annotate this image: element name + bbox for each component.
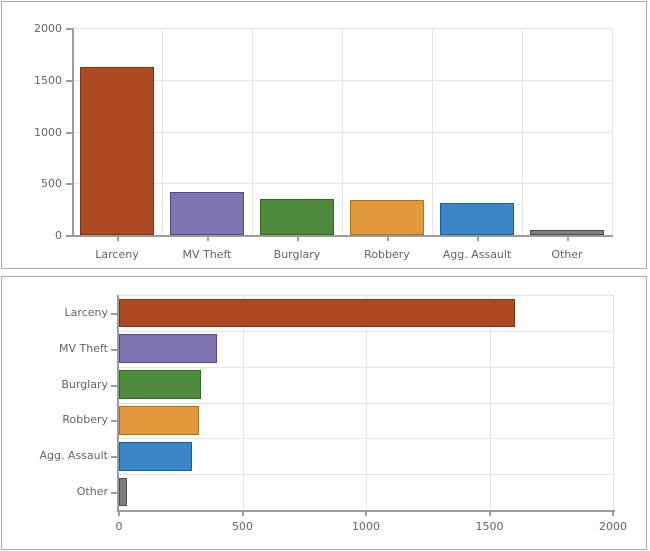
category-label-robbery: Robbery bbox=[364, 248, 410, 261]
x-axis-tick-label: 2000 bbox=[599, 520, 627, 533]
x-axis-line bbox=[72, 235, 613, 237]
y-axis-tick bbox=[111, 456, 117, 459]
x-axis-tick bbox=[488, 512, 491, 516]
bar-larceny[interactable] bbox=[119, 298, 515, 328]
x-axis-tick bbox=[387, 237, 389, 241]
y-axis-tick-label: 1000 bbox=[34, 125, 62, 139]
x-axis-tick-label: 500 bbox=[232, 520, 253, 533]
y-axis-tick bbox=[111, 348, 117, 351]
value-gridline bbox=[366, 295, 367, 510]
value-gridline bbox=[613, 295, 614, 510]
bar-mv-theft[interactable] bbox=[119, 334, 218, 364]
category-gridline bbox=[522, 28, 523, 235]
y-axis-tick bbox=[66, 183, 72, 186]
category-label-mv-theft: MV Theft bbox=[182, 248, 232, 261]
category-gridline bbox=[432, 28, 433, 235]
category-label-other: Other bbox=[551, 248, 583, 261]
category-label-mv-theft: MV Theft bbox=[59, 341, 108, 355]
y-axis-tick-label: 500 bbox=[41, 177, 62, 191]
category-gridline bbox=[162, 28, 163, 235]
category-gridline bbox=[252, 28, 253, 235]
y-axis-tick bbox=[66, 79, 72, 82]
category-gridline bbox=[612, 28, 613, 235]
bar-robbery[interactable] bbox=[350, 199, 424, 235]
bar-mv-theft[interactable] bbox=[170, 192, 244, 235]
x-axis-tick bbox=[477, 237, 479, 241]
bar-other[interactable] bbox=[119, 477, 127, 507]
bar-robbery[interactable] bbox=[119, 406, 199, 435]
x-axis-tick bbox=[567, 237, 569, 241]
category-label-robbery: Robbery bbox=[62, 413, 108, 427]
y-axis-line bbox=[117, 295, 119, 512]
x-axis-tick bbox=[117, 237, 119, 241]
category-label-larceny: Larceny bbox=[95, 248, 139, 261]
value-gridline bbox=[74, 131, 612, 133]
bar-agg-assault[interactable] bbox=[440, 202, 514, 235]
bar-burglary[interactable] bbox=[119, 370, 201, 399]
value-gridline bbox=[74, 183, 612, 185]
category-label-agg-assault: Agg. Assault bbox=[39, 449, 108, 463]
value-gridline bbox=[74, 28, 612, 29]
bar-agg-assault[interactable] bbox=[119, 441, 193, 471]
x-axis-tick-label: 1500 bbox=[475, 520, 504, 533]
y-axis-tick bbox=[66, 131, 72, 134]
category-label-burglary: Burglary bbox=[273, 248, 321, 261]
category-label-burglary: Burglary bbox=[61, 377, 108, 391]
y-axis-tick-label: 2000 bbox=[34, 22, 62, 35]
y-axis-tick bbox=[111, 420, 117, 423]
x-axis-tick bbox=[118, 512, 120, 516]
x-axis-line bbox=[117, 510, 615, 512]
y-axis-tick bbox=[66, 28, 72, 30]
y-axis-tick-label: 1500 bbox=[34, 73, 62, 87]
x-axis-tick bbox=[297, 237, 299, 241]
bar-other[interactable] bbox=[530, 229, 604, 235]
value-gridline bbox=[242, 295, 244, 510]
horizontal-bar-chart-panel: Larceny MV Theft Burglary Robbery Agg. Assau… bbox=[1, 276, 647, 550]
x-axis-tick bbox=[241, 512, 244, 516]
y-axis-tick-label: 0 bbox=[55, 229, 62, 242]
y-axis-tick bbox=[111, 384, 117, 387]
category-label-other: Other bbox=[76, 485, 108, 499]
category-gridline bbox=[342, 28, 343, 235]
x-axis-tick bbox=[612, 512, 614, 516]
category-label-larceny: Larceny bbox=[64, 305, 108, 319]
x-axis-tick-label: 1000 bbox=[352, 520, 380, 533]
y-axis-line bbox=[72, 28, 74, 237]
y-axis-tick bbox=[66, 235, 72, 237]
x-axis-tick-label: 0 bbox=[115, 520, 123, 533]
y-axis-tick bbox=[111, 492, 117, 495]
y-axis-tick bbox=[111, 312, 117, 315]
value-gridline bbox=[74, 79, 612, 81]
category-label-agg-assault: Agg. Assault bbox=[442, 248, 512, 261]
x-axis-tick bbox=[365, 512, 367, 516]
x-axis-tick bbox=[207, 237, 209, 241]
bar-larceny[interactable] bbox=[80, 67, 154, 235]
vertical-bar-chart-panel: 0 500 1000 1500 2000 Larceny MV Theft Burglary R… bbox=[1, 1, 647, 269]
bar-burglary[interactable] bbox=[260, 198, 334, 235]
value-gridline bbox=[489, 295, 491, 510]
